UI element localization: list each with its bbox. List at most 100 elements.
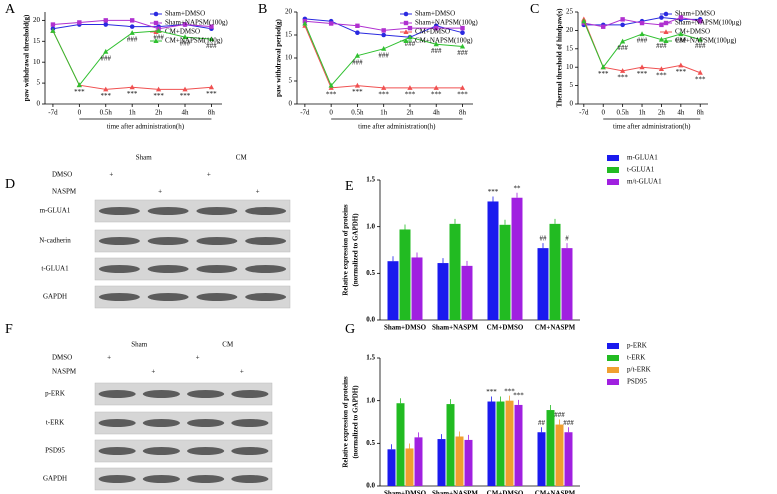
significance: ***	[180, 92, 191, 100]
x-tick-label: 0	[601, 109, 605, 117]
blot-background	[94, 382, 273, 406]
significance: ##	[538, 419, 546, 427]
point	[50, 28, 56, 33]
band-label: p-ERK	[45, 390, 65, 398]
x-tick-label: 1h	[639, 109, 647, 117]
band	[245, 293, 287, 301]
bar	[399, 229, 411, 320]
point	[129, 24, 135, 29]
significance: ***	[101, 92, 112, 100]
bar	[546, 410, 555, 486]
y-tick-label: 5	[37, 79, 41, 87]
lane-mark: +	[158, 188, 162, 196]
point	[77, 20, 82, 25]
group-label: Sham	[131, 341, 148, 349]
panel-letter: E	[345, 179, 354, 194]
x-tick-label: 8h	[459, 109, 467, 117]
point	[153, 38, 159, 43]
point	[129, 18, 135, 23]
y-tick-label: 0	[289, 100, 293, 108]
band	[245, 207, 287, 215]
band	[147, 207, 189, 215]
point	[407, 85, 413, 90]
x-tick-label: Sham+NASPM	[432, 324, 478, 332]
point	[620, 17, 625, 22]
y-tick-label: 5	[570, 81, 574, 89]
legend-label: CM+DMSO	[675, 28, 710, 36]
band	[231, 447, 269, 455]
bar	[537, 248, 549, 320]
bar	[446, 404, 455, 486]
bar	[487, 401, 496, 486]
bar	[561, 248, 573, 320]
point	[407, 34, 413, 40]
band	[196, 265, 238, 273]
point	[639, 20, 645, 26]
significance: ***	[74, 88, 85, 96]
bar	[514, 404, 523, 486]
x-tick-label: 1h	[380, 109, 388, 117]
lane-mark: +	[151, 368, 155, 376]
x-axis-label: time after administration(h)	[613, 123, 691, 131]
x-tick-label: 0	[329, 109, 333, 117]
point	[403, 29, 409, 34]
band-label: t-ERK	[46, 419, 64, 427]
point	[678, 62, 684, 68]
legend-label: Sham+NAPSM(100μg)	[675, 19, 742, 27]
legend-swatch	[607, 343, 619, 349]
point	[381, 46, 387, 51]
point	[663, 38, 669, 43]
point	[403, 20, 409, 26]
significance: ###	[127, 36, 138, 44]
x-axis-label: time after administration(h)	[107, 123, 185, 131]
x-tick-label: 8h	[208, 109, 216, 117]
significance: ###	[101, 54, 112, 62]
band	[142, 475, 180, 483]
lane-mark: +	[109, 171, 113, 179]
point	[459, 43, 466, 49]
band	[98, 207, 140, 215]
x-tick-label: 2h	[406, 109, 414, 117]
legend-label: m/t-GLUA1	[627, 178, 662, 186]
band-label: GAPDH	[43, 293, 67, 301]
point	[697, 69, 703, 75]
band	[231, 390, 269, 398]
bar	[449, 223, 461, 320]
significance: **	[514, 184, 522, 192]
band	[142, 390, 180, 398]
y-tick-label: 15	[33, 37, 41, 45]
x-tick-label: -7d	[48, 109, 58, 117]
blot-background	[94, 199, 291, 223]
band	[187, 447, 225, 455]
significance: ###	[153, 33, 164, 41]
legend-swatch	[607, 355, 619, 361]
x-tick-label: 2h	[155, 109, 163, 117]
x-tick-label: 0	[78, 109, 82, 117]
significance: ***	[352, 88, 363, 96]
significance: ***	[637, 70, 648, 78]
significance: ###	[206, 42, 217, 50]
band	[142, 419, 180, 427]
band	[98, 475, 136, 483]
y-tick-label: 20	[566, 26, 574, 34]
band-label: N-cadherin	[39, 237, 71, 245]
x-tick-label: 4h	[182, 109, 190, 117]
y-tick-label: 10	[33, 58, 41, 66]
point	[433, 85, 439, 90]
point	[182, 34, 188, 40]
band	[231, 475, 269, 483]
blot-background	[94, 411, 273, 435]
significance: ***	[486, 388, 497, 396]
significance: ###	[656, 42, 667, 50]
bar	[464, 439, 473, 486]
band	[196, 237, 238, 245]
band-label: PSD95	[45, 447, 65, 455]
point	[103, 18, 108, 23]
significance: ***	[695, 75, 706, 83]
bar	[387, 261, 399, 320]
y-axis-label: (normalized to GAPDH)	[352, 385, 360, 459]
blot-background	[94, 257, 291, 281]
point	[620, 68, 626, 73]
bar	[411, 257, 423, 320]
significance: ###	[457, 49, 468, 57]
